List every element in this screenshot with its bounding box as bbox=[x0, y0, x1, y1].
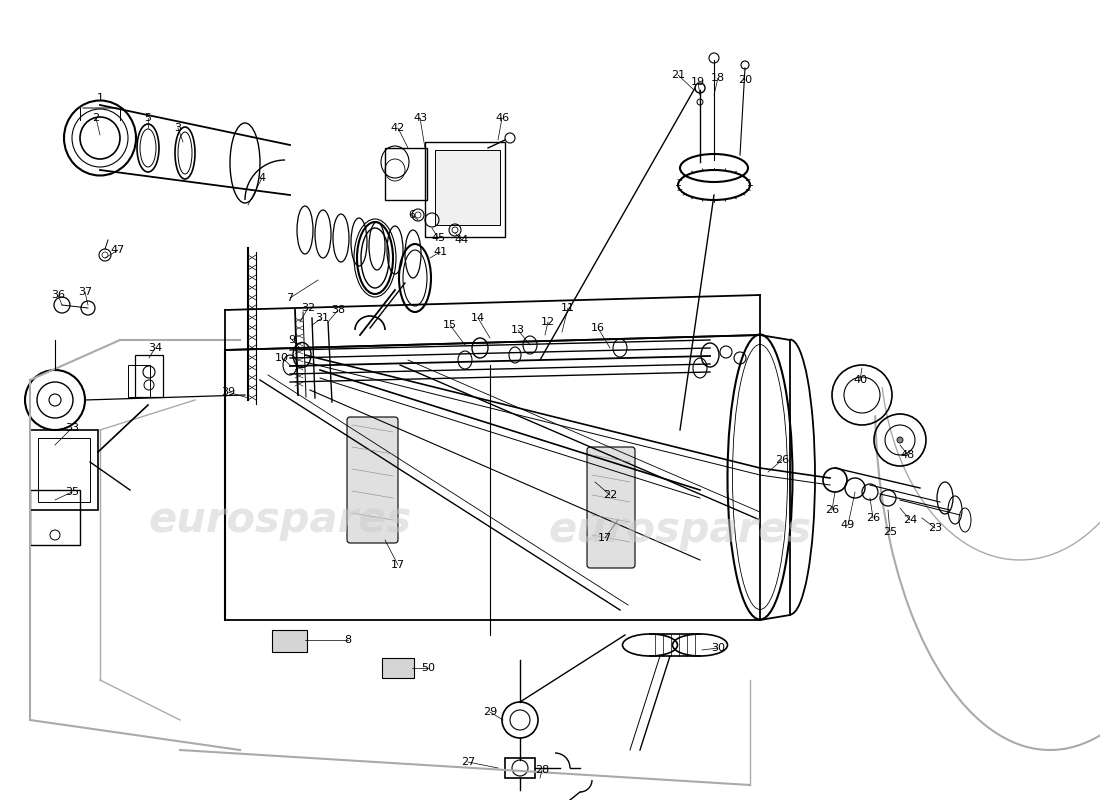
Bar bbox=[382, 658, 414, 678]
Text: 48: 48 bbox=[901, 450, 915, 460]
Text: 26: 26 bbox=[866, 513, 880, 523]
Text: 31: 31 bbox=[315, 313, 329, 323]
Text: 3: 3 bbox=[175, 123, 182, 133]
Text: 18: 18 bbox=[711, 73, 725, 83]
Text: 8: 8 bbox=[344, 635, 352, 645]
Bar bbox=[505, 758, 535, 778]
Text: 32: 32 bbox=[301, 303, 315, 313]
Bar bbox=[128, 365, 150, 397]
Text: 16: 16 bbox=[591, 323, 605, 333]
Text: 6: 6 bbox=[408, 210, 416, 220]
Text: 28: 28 bbox=[535, 765, 549, 775]
FancyBboxPatch shape bbox=[587, 447, 635, 568]
Text: 2: 2 bbox=[92, 113, 100, 123]
Text: 45: 45 bbox=[431, 233, 446, 243]
Text: 23: 23 bbox=[928, 523, 942, 533]
Text: 26: 26 bbox=[774, 455, 789, 465]
Circle shape bbox=[896, 437, 903, 443]
Text: 10: 10 bbox=[275, 353, 289, 363]
Text: 11: 11 bbox=[561, 303, 575, 313]
Text: 40: 40 bbox=[852, 375, 867, 385]
Text: 42: 42 bbox=[390, 123, 405, 133]
Text: 39: 39 bbox=[221, 387, 235, 397]
Text: 13: 13 bbox=[512, 325, 525, 335]
Text: 36: 36 bbox=[51, 290, 65, 300]
Text: 17: 17 bbox=[598, 533, 612, 543]
Text: 30: 30 bbox=[711, 643, 725, 653]
Bar bbox=[425, 142, 505, 237]
Text: 15: 15 bbox=[443, 320, 456, 330]
Text: 17: 17 bbox=[390, 560, 405, 570]
Text: 20: 20 bbox=[738, 75, 752, 85]
Text: 47: 47 bbox=[111, 245, 125, 255]
Text: 49: 49 bbox=[840, 520, 855, 530]
Bar bbox=[30, 490, 80, 545]
Text: 4: 4 bbox=[258, 173, 265, 183]
Text: 14: 14 bbox=[471, 313, 485, 323]
Text: 5: 5 bbox=[144, 113, 152, 123]
Text: 12: 12 bbox=[541, 317, 556, 327]
Text: 44: 44 bbox=[455, 235, 469, 245]
Text: 19: 19 bbox=[691, 77, 705, 87]
Text: 38: 38 bbox=[331, 305, 345, 315]
Text: 9: 9 bbox=[288, 335, 296, 345]
Bar bbox=[385, 148, 427, 200]
Bar bbox=[30, 430, 98, 510]
Text: 46: 46 bbox=[495, 113, 509, 123]
Bar bbox=[135, 355, 163, 397]
Text: 34: 34 bbox=[147, 343, 162, 353]
Text: 29: 29 bbox=[483, 707, 497, 717]
Text: eurospares: eurospares bbox=[549, 509, 812, 551]
Text: 1: 1 bbox=[97, 93, 103, 103]
Text: 33: 33 bbox=[65, 423, 79, 433]
Text: 43: 43 bbox=[412, 113, 427, 123]
Text: 27: 27 bbox=[461, 757, 475, 767]
Text: 41: 41 bbox=[433, 247, 447, 257]
Text: 22: 22 bbox=[603, 490, 617, 500]
Bar bbox=[39, 438, 90, 502]
Bar bbox=[272, 630, 307, 652]
Bar bbox=[434, 150, 500, 225]
FancyBboxPatch shape bbox=[346, 417, 398, 543]
Text: 25: 25 bbox=[883, 527, 898, 537]
Text: eurospares: eurospares bbox=[148, 499, 411, 541]
Text: 50: 50 bbox=[421, 663, 434, 673]
Text: 7: 7 bbox=[286, 293, 294, 303]
Text: 37: 37 bbox=[78, 287, 92, 297]
Text: 35: 35 bbox=[65, 487, 79, 497]
Text: 26: 26 bbox=[825, 505, 839, 515]
Text: 24: 24 bbox=[903, 515, 917, 525]
Text: 21: 21 bbox=[671, 70, 685, 80]
